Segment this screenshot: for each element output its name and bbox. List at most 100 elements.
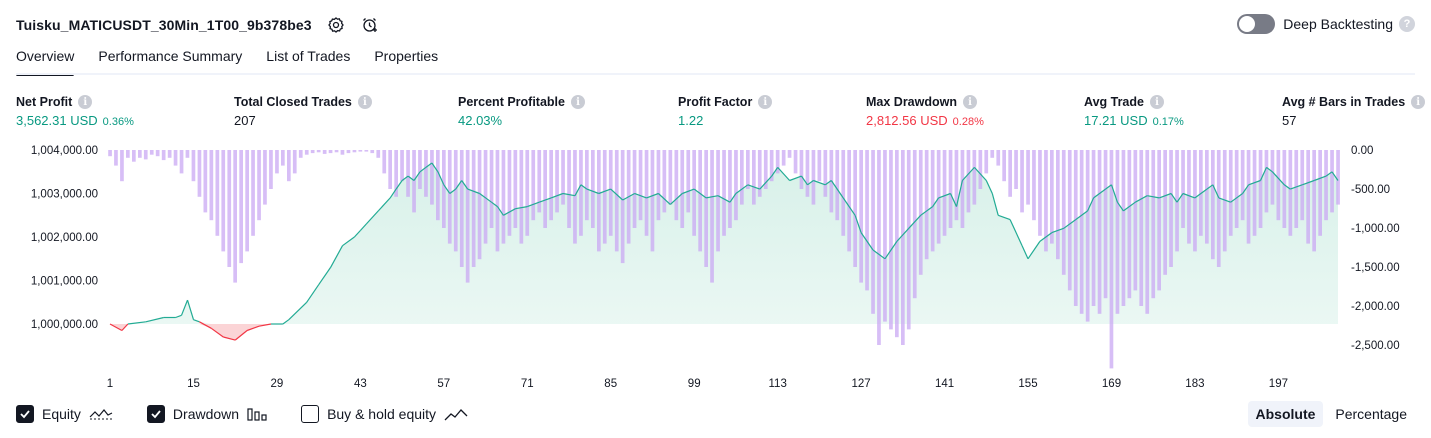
drawdown-bar (334, 150, 339, 153)
buy-hold-line-icon (444, 409, 468, 421)
drawdown-bar (269, 150, 273, 189)
drawdown-bar (1306, 150, 1310, 244)
equity-line-segment (210, 327, 224, 338)
drawdown-bar (752, 150, 756, 205)
equity-line-segment (777, 166, 791, 181)
equity-line-segment (180, 299, 189, 316)
drawdown-bar (912, 150, 917, 299)
equity-line-segment (985, 180, 993, 194)
equity-line-segment (735, 184, 749, 194)
absolute-button[interactable]: Absolute (1247, 401, 1324, 427)
drawdown-checkbox[interactable] (146, 405, 165, 423)
chart-legend: Equity Drawdown Buy & hold equity (16, 404, 502, 424)
x-axis-tick: 113 (769, 378, 787, 390)
drawdown-bar (990, 150, 995, 158)
info-icon[interactable]: i (1411, 95, 1426, 109)
buy-hold-checkbox[interactable] (301, 405, 320, 423)
drawdown-bar (1216, 150, 1221, 267)
drawdown-bar (1312, 150, 1316, 252)
drawdown-bar (817, 150, 822, 182)
legend-drawdown[interactable]: Drawdown (146, 405, 267, 423)
equity-line-segment (467, 188, 480, 195)
drawdown-bar (275, 150, 279, 174)
equity-line-segment (306, 284, 320, 303)
left-axis-tick: 1,004,000.00 (31, 145, 98, 157)
deep-backtesting-toggle[interactable] (1237, 14, 1276, 34)
info-icon[interactable]: i (758, 95, 773, 109)
drawdown-bar (644, 150, 649, 236)
drawdown-bar (114, 150, 118, 166)
right-axis-tick: 0.00 (1351, 145, 1373, 157)
tab-overview[interactable]: Overview (16, 46, 75, 76)
drawdown-bar (1097, 150, 1102, 314)
info-icon[interactable]: i (357, 95, 372, 109)
strategy-header: Tuisku_MATICUSDT_30Min_1T00_9b378be3 (16, 12, 380, 38)
equity-drawdown-chart[interactable]: 1,004,000.00 1,003,000.00 1,002,000.00 1,00… (0, 136, 1431, 390)
metric-avg-bars-in-trades: Avg # Bars in Trades i 57 (1282, 94, 1426, 128)
equity-line-segment (1182, 192, 1196, 199)
drawdown-bar (781, 150, 786, 166)
metric-net-profit: Net Profit i 3,562.31 USD 0.36% (16, 94, 134, 128)
equity-line-segment (860, 232, 874, 251)
x-axis-tick: 183 (1185, 378, 1204, 390)
equity-line-segment (401, 175, 409, 181)
equity-line-segment (682, 188, 695, 195)
drawdown-bar (1252, 150, 1257, 236)
drawdown-bar (787, 150, 792, 158)
equity-line-segment (1290, 184, 1303, 190)
info-icon[interactable]: i (1149, 95, 1164, 109)
drawdown-bar (686, 150, 691, 213)
drawdown-bar (447, 150, 452, 244)
equity-line-segment (491, 201, 498, 208)
drawdown-bar (811, 150, 816, 205)
right-axis-tick: -500.00 (1351, 184, 1390, 196)
equity-line-segment (1176, 193, 1184, 203)
drawdown-bar (978, 150, 983, 189)
drawdown-bar (1085, 150, 1090, 322)
deep-backtesting-label: Deep Backtesting (1283, 16, 1393, 32)
equity-checkbox[interactable] (16, 405, 34, 423)
drawdown-bar (1222, 150, 1227, 252)
drawdown-bar (996, 150, 1001, 166)
equity-line-segment (1325, 171, 1333, 177)
equity-line-segment (1039, 232, 1053, 242)
drawdown-bar (281, 150, 285, 166)
equity-line-segment (1242, 184, 1250, 194)
drawdown-bar (823, 150, 828, 197)
info-icon[interactable]: i (78, 95, 93, 109)
drawdown-bar (591, 150, 595, 228)
help-icon[interactable]: ? (1399, 16, 1415, 32)
equity-line-segment (395, 180, 403, 190)
drawdown-bar (161, 150, 166, 161)
drawdown-bar (310, 150, 315, 154)
add-alert-icon[interactable] (360, 15, 380, 35)
drawdown-bar (430, 150, 434, 205)
info-icon[interactable]: i (963, 95, 977, 109)
x-axis-tick: 169 (1102, 378, 1121, 390)
drawdown-bar (680, 150, 685, 228)
equity-line-segment (955, 180, 963, 207)
drawdown-bar (662, 150, 667, 213)
percentage-button[interactable]: Percentage (1335, 406, 1407, 422)
legend-buy-hold[interactable]: Buy & hold equity (301, 405, 468, 423)
drawdown-bar (209, 150, 214, 221)
info-icon[interactable]: i (570, 95, 585, 109)
legend-equity[interactable]: Equity (16, 405, 113, 423)
tab-list-of-trades[interactable]: List of Trades (266, 48, 351, 64)
metric-value: 57 (1282, 113, 1297, 128)
drawdown-bar (793, 150, 798, 174)
tab-performance-summary[interactable]: Performance Summary (98, 48, 243, 64)
drawdown-bar (1079, 150, 1084, 314)
drawdown-bar (734, 150, 738, 221)
equity-line-segment (1135, 195, 1148, 203)
tab-properties[interactable]: Properties (374, 48, 439, 64)
drawdown-bar (340, 150, 345, 155)
left-axis-tick: 1,000,000.00 (31, 319, 98, 331)
settings-icon[interactable] (326, 15, 346, 35)
metric-label: Avg # Bars in Trades (1282, 95, 1406, 109)
drawdown-bar (769, 150, 774, 182)
equity-line-segment (389, 188, 397, 199)
equity-line-segment (789, 175, 802, 182)
drawdown-bar (692, 150, 696, 236)
x-axis-tick: 71 (521, 378, 534, 390)
